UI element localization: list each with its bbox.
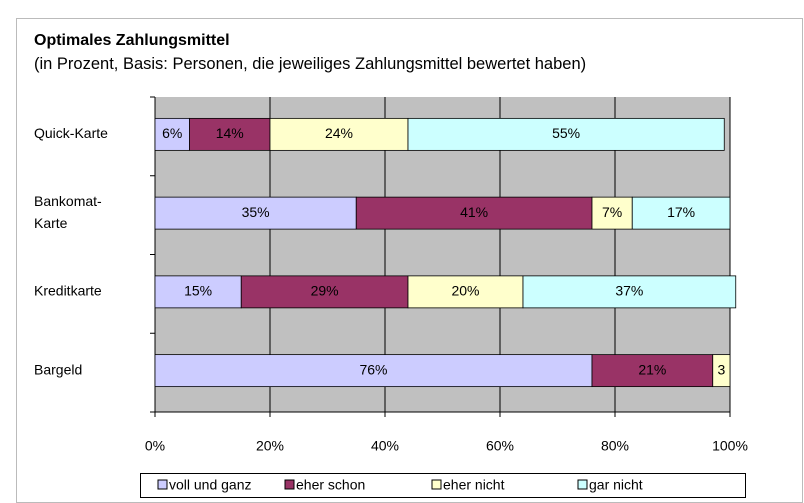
legend-label: eher nicht	[443, 477, 505, 493]
data-label: 37%	[615, 283, 643, 299]
x-tick-label: 40%	[371, 438, 399, 454]
legend-label: voll und ganz	[169, 477, 252, 493]
bar-segment	[522, 275, 737, 309]
data-label: 3	[717, 361, 725, 377]
chart-subtitle: (in Prozent, Basis: Personen, die jeweil…	[34, 55, 587, 73]
chart-title: Optimales Zahlungsmittel	[34, 32, 230, 49]
data-label: 24%	[325, 125, 353, 141]
data-label: 35%	[242, 204, 270, 220]
x-tick-label: 80%	[601, 438, 629, 454]
bar-segment	[355, 196, 593, 230]
x-tick-label: 20%	[256, 438, 284, 454]
legend-swatch	[157, 479, 168, 490]
y-tick-label: Bankomat-Karte	[34, 193, 102, 231]
legend-swatch	[431, 479, 442, 490]
bar-segment	[407, 117, 725, 151]
y-tick-label: Quick-Karte	[34, 125, 108, 141]
data-label: 55%	[552, 125, 580, 141]
bar-segment	[154, 117, 190, 151]
data-label: 6%	[162, 125, 182, 141]
legend-box	[140, 473, 746, 498]
bar-segment	[154, 354, 593, 388]
bar-segment	[154, 196, 357, 230]
x-tick-label: 0%	[145, 438, 165, 454]
bar-segment	[712, 354, 731, 388]
y-tick-label: Bargeld	[34, 361, 82, 377]
data-label: 41%	[460, 204, 488, 220]
legend-swatch	[284, 479, 295, 490]
bar-segment	[631, 196, 731, 230]
data-label: 29%	[311, 283, 339, 299]
bar-segment	[269, 117, 409, 151]
data-label: 20%	[451, 283, 479, 299]
y-tick-label: Kreditkarte	[34, 283, 102, 299]
legend-label: eher schon	[296, 477, 365, 493]
data-label: 76%	[359, 361, 387, 377]
data-label: 21%	[638, 361, 666, 377]
data-label: 14%	[216, 125, 244, 141]
data-label: 17%	[667, 204, 695, 220]
x-tick-label: 60%	[486, 438, 514, 454]
bar-segment	[591, 196, 633, 230]
data-label: 7%	[602, 204, 622, 220]
legend-swatch	[577, 479, 588, 490]
bar-segment	[189, 117, 271, 151]
x-tick-label: 100%	[712, 438, 748, 454]
legend-label: gar nicht	[589, 477, 643, 493]
data-label: 15%	[184, 283, 212, 299]
bar-segment	[154, 275, 242, 309]
